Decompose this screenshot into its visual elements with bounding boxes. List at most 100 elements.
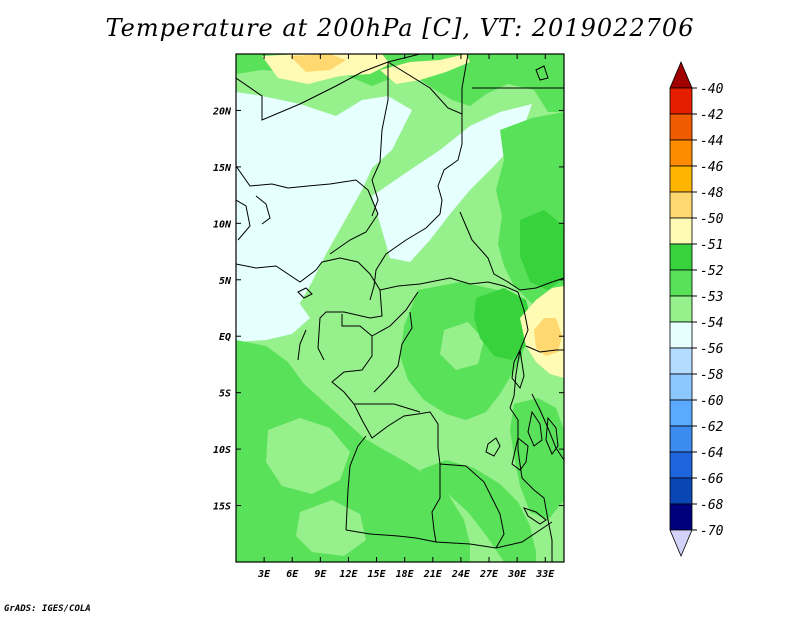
temperature-field <box>236 54 564 562</box>
contour-region <box>236 340 470 562</box>
y-tick-label: 5N <box>219 276 232 287</box>
colorbar-swatch <box>669 165 693 193</box>
border-line <box>439 463 505 549</box>
contour-region <box>296 500 366 556</box>
grads-credit: GrADS: IGES/COLA <box>4 604 91 614</box>
border-line <box>527 410 543 447</box>
x-tick-label: 24E <box>451 569 471 580</box>
colorbar-label: -44 <box>700 134 723 149</box>
border-line <box>343 391 441 465</box>
border-line <box>297 329 307 361</box>
colorbar-label: -62 <box>700 420 724 435</box>
border-line <box>331 314 373 393</box>
colorbar-label: -64 <box>700 446 723 461</box>
border-line <box>485 437 501 457</box>
border-line <box>373 311 413 393</box>
contour-region <box>520 210 564 290</box>
border-line <box>371 291 419 337</box>
colorbar-label: -46 <box>700 160 724 175</box>
border-line <box>236 257 381 291</box>
border-line <box>345 435 367 531</box>
colorbar <box>669 60 693 558</box>
border-line <box>511 437 529 471</box>
border-line <box>519 277 564 291</box>
border-line <box>236 54 421 121</box>
colorbar-label: -56 <box>700 342 724 357</box>
colorbar-swatch <box>669 321 693 349</box>
colorbar-swatch <box>669 113 693 141</box>
contour-region <box>440 322 484 370</box>
colorbar-label: -66 <box>700 472 724 487</box>
border-line <box>387 54 469 115</box>
axis-ticks <box>236 54 564 562</box>
x-tick-label: 21E <box>423 569 443 580</box>
border-line <box>317 289 383 361</box>
contour-region <box>236 262 310 342</box>
colorbar-label: -54 <box>700 316 723 331</box>
border-line <box>525 345 564 353</box>
plot-frame <box>235 53 565 563</box>
border-line <box>345 521 553 549</box>
y-tick-label: 15S <box>213 502 231 513</box>
colorbar-label: -42 <box>700 108 724 123</box>
contour-region <box>372 104 532 262</box>
colorbar-label: -50 <box>700 212 724 227</box>
colorbar-swatch <box>669 87 693 115</box>
colorbar-swatch <box>669 399 693 427</box>
colorbar-swatch <box>669 243 693 271</box>
contour-region <box>290 54 346 72</box>
x-tick-label: 18E <box>396 569 415 580</box>
colorbar-label: -70 <box>700 524 724 539</box>
colorbar-swatch <box>669 451 693 479</box>
y-tick-label: 20N <box>212 106 232 117</box>
x-tick-label: 12E <box>339 569 358 580</box>
border-line <box>369 213 441 301</box>
border-line <box>509 407 553 562</box>
colorbar-swatch <box>669 217 693 245</box>
contour-region <box>510 398 564 520</box>
border-line <box>255 195 271 225</box>
colorbar-label: -48 <box>700 186 724 201</box>
y-tick-label: 10N <box>213 219 232 230</box>
x-tick-label: 15E <box>368 569 387 580</box>
border-line <box>236 199 251 241</box>
x-tick-label: 30E <box>507 569 527 580</box>
x-tick-label: 6E <box>286 569 299 580</box>
contour-region <box>394 414 436 462</box>
colorbar-label: -58 <box>700 368 724 383</box>
colorbar-swatch <box>669 477 693 505</box>
contour-region <box>380 54 470 84</box>
border-line <box>371 62 389 217</box>
y-tick-label: 15N <box>213 163 232 174</box>
colorbar-label: -53 <box>700 290 723 305</box>
border-line <box>379 277 519 293</box>
x-tick-label: 33E <box>535 569 555 580</box>
contour-region <box>474 288 532 360</box>
colorbar-swatch <box>669 295 693 323</box>
colorbar-swatch <box>669 191 693 219</box>
colorbar-swatch <box>669 529 693 558</box>
colorbar-swatch <box>669 269 693 297</box>
border-line <box>535 65 549 81</box>
border-line <box>236 165 379 255</box>
colorbar-swatch <box>669 60 693 89</box>
colorbar-label: -52 <box>700 264 724 279</box>
colorbar-label: -68 <box>700 498 724 513</box>
border-line <box>437 114 463 215</box>
border-line <box>431 464 441 543</box>
border-line <box>297 287 313 299</box>
border-line <box>545 416 559 455</box>
colorbar-label: -51 <box>700 238 723 253</box>
y-tick-label: 5S <box>219 389 231 400</box>
chart-title: Temperature at 200hPa [C], VT: 201902270… <box>105 14 695 42</box>
colorbar-swatch <box>669 373 693 401</box>
colorbar-swatch <box>669 503 693 531</box>
axis-labels: 3E 6E 9E 12E 15E 18E 21E 24E 27E 30E 33E 20N 15N 10N 5… <box>212 106 555 580</box>
border-line <box>354 403 421 413</box>
y-tick-label: 10S <box>213 445 231 456</box>
colorbar-label: -60 <box>700 394 724 409</box>
x-tick-label: 3E <box>257 569 271 580</box>
border-line <box>459 211 521 291</box>
contour-region <box>420 460 536 562</box>
